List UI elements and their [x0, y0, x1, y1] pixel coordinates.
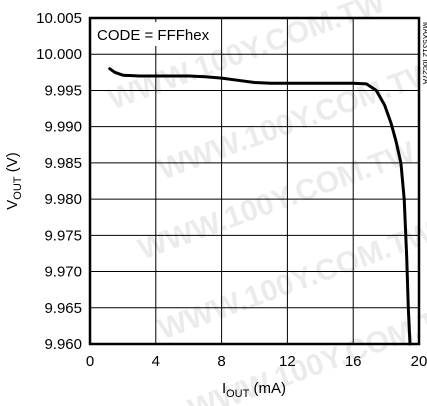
y-tick-labels: 9.960 9.965 9.970 9.975 9.980 9.985 9.990 9.995…: [36, 10, 82, 353]
y-tick-label: 9.975: [44, 227, 82, 244]
y-tick-label: 9.985: [44, 155, 82, 172]
y-tick-label: 9.960: [44, 336, 82, 353]
x-tick-label: 20: [411, 353, 427, 370]
x-axis-label-sub: OUT: [226, 388, 250, 400]
x-tick-label: 8: [217, 353, 225, 370]
y-tick-label: 10.005: [36, 10, 82, 27]
x-axis-label: IOUT (mA): [222, 380, 286, 400]
annotation-background: [93, 22, 205, 46]
y-tick-label: 10.000: [36, 46, 82, 63]
x-tick-label: 0: [86, 353, 94, 370]
series-line: [108, 67, 412, 346]
y-tick-label: 9.965: [44, 300, 82, 317]
grid-lines: [90, 18, 419, 344]
x-tick-labels: 0 4 8 12 16 20: [86, 353, 427, 370]
annotation-label: CODE = FFFhex: [97, 27, 210, 44]
y-tick-label: 9.995: [44, 82, 82, 99]
figure-id: MAX5312 toc27A: [421, 22, 427, 85]
y-axis-label: VOUT (V): [4, 152, 24, 209]
x-axis-label-main: I: [222, 380, 226, 397]
x-axis-label-unit: (mA): [249, 380, 286, 397]
y-tick-label: 9.980: [44, 191, 82, 208]
y-axis-label-unit: (V): [4, 152, 21, 176]
x-tick-label: 12: [279, 353, 296, 370]
x-tick-label: 4: [152, 353, 160, 370]
plot-frame: [88, 16, 421, 346]
y-axis-label-main: V: [4, 200, 21, 210]
y-axis-label-sub: OUT: [12, 176, 24, 200]
y-tick-label: 9.970: [44, 264, 82, 281]
x-tick-label: 16: [345, 353, 362, 370]
y-tick-label: 9.990: [44, 119, 82, 136]
